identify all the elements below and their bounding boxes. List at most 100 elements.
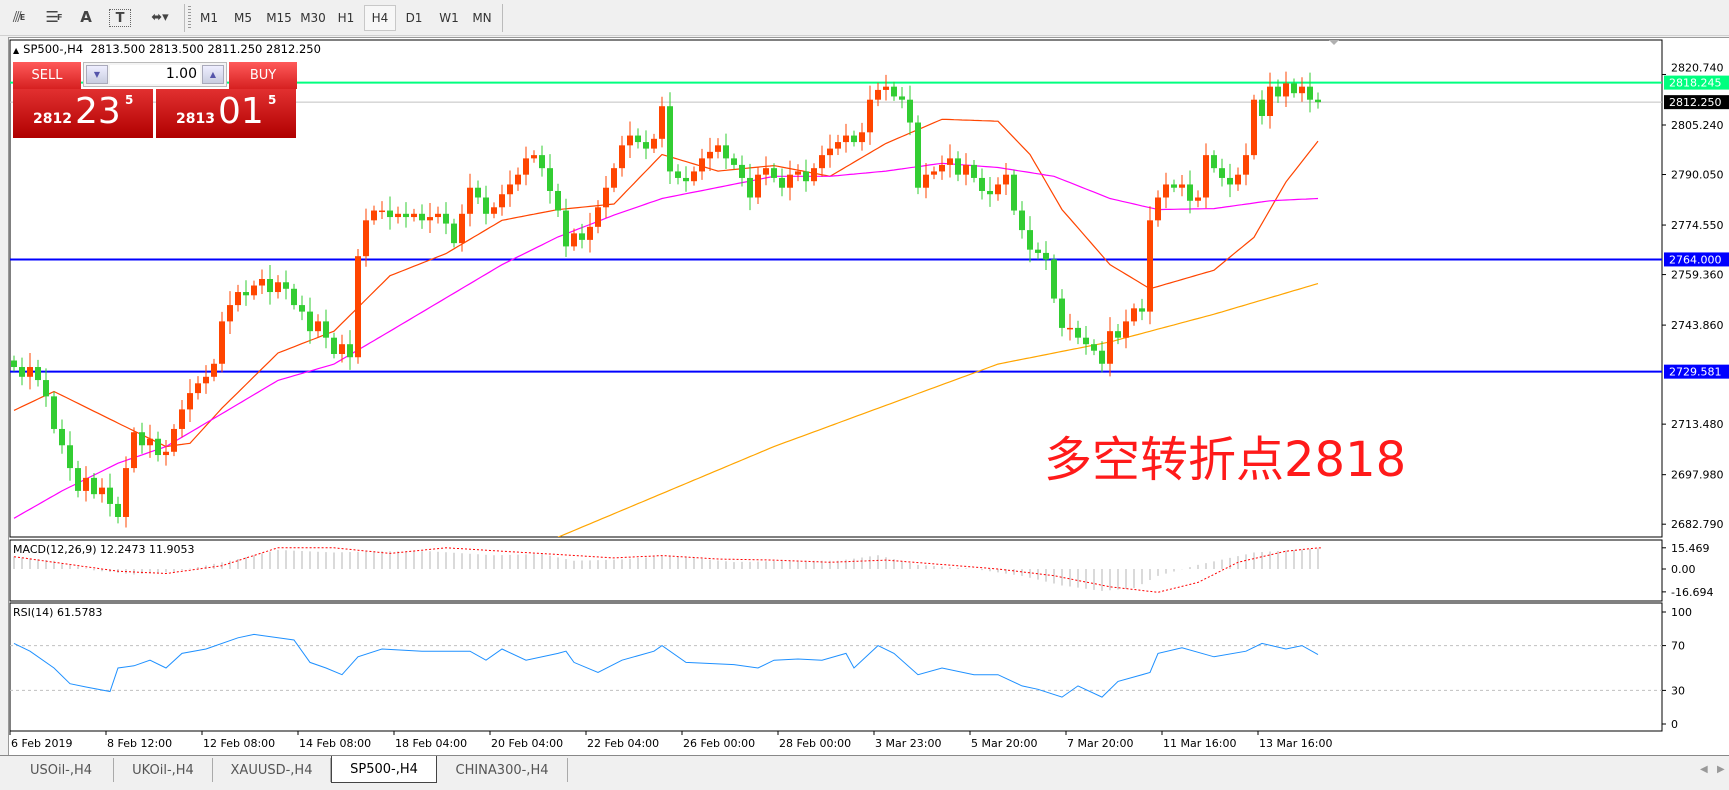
- period-h4-button[interactable]: H4: [364, 5, 396, 31]
- candle-body: [563, 210, 569, 247]
- candle-body: [1123, 321, 1129, 338]
- candle-body: [67, 445, 73, 469]
- price-level-badge: [1664, 75, 1729, 90]
- arrows-icon[interactable]: ⬌▾: [151, 9, 169, 25]
- candle-body: [395, 213, 401, 218]
- sell-button[interactable]: SELL: [13, 62, 81, 89]
- candle-body: [195, 383, 201, 394]
- lot-decrease-icon[interactable]: ▼: [86, 65, 108, 84]
- fibonacci-lines-icon[interactable]: ☰ F: [45, 8, 63, 26]
- period-m1-button[interactable]: M1: [200, 11, 218, 25]
- price-axis-label: 2743.860: [1671, 319, 1724, 332]
- candle-body: [499, 194, 505, 208]
- time-axis-label: 20 Feb 04:00: [491, 737, 563, 750]
- candle-body: [387, 210, 393, 218]
- candle-body: [171, 428, 177, 452]
- collapse-triangle-icon[interactable]: ▲: [13, 46, 20, 55]
- main-plot-area: [10, 71, 1662, 537]
- fibonacci-expansion-icon[interactable]: ⫻ E: [12, 8, 26, 26]
- candle-body: [1107, 331, 1113, 364]
- price-axis-label: 2697.980: [1671, 469, 1724, 482]
- text-icon[interactable]: A: [80, 8, 92, 26]
- candle-body: [907, 99, 913, 123]
- candle-body: [179, 409, 185, 429]
- candle-body: [259, 279, 265, 286]
- candle-body: [251, 285, 257, 296]
- macd-label: MACD(12,26,9) 12.2473 11.9053: [13, 543, 195, 556]
- chart-window[interactable]: [8, 37, 1729, 756]
- price-axis-label: 2682.790: [1671, 518, 1724, 531]
- period-m30-button[interactable]: M30: [300, 11, 326, 25]
- candle-body: [275, 282, 281, 293]
- candle-body: [1283, 83, 1289, 97]
- candle-body: [651, 138, 657, 149]
- moving-average-line: [557, 283, 1319, 537]
- candle-body: [923, 174, 929, 188]
- candle-body: [459, 213, 465, 244]
- candle-body: [235, 292, 241, 306]
- candle-body: [1027, 230, 1033, 250]
- candle-body: [443, 213, 449, 224]
- candle-body: [203, 376, 209, 384]
- buy-price-big: 2813: [176, 111, 215, 127]
- candle-body: [283, 282, 289, 289]
- candle-body: [579, 233, 585, 240]
- candle-body: [355, 256, 361, 358]
- tabs-scroll-left-icon[interactable]: ◀: [1700, 764, 1708, 775]
- tabs-scroll-right-icon[interactable]: ▶: [1717, 764, 1725, 775]
- candle-body: [75, 468, 81, 491]
- candle-body: [619, 145, 625, 169]
- rsi-pane-border: [9, 602, 1663, 732]
- period-w1-button[interactable]: W1: [439, 11, 459, 25]
- candle-body: [987, 190, 993, 195]
- buy-price-button[interactable]: 2813 01 5: [156, 89, 296, 138]
- tab-ukoil[interactable]: UKOil-,H4: [114, 758, 213, 782]
- candle-body: [611, 168, 617, 188]
- candle-body: [643, 142, 649, 149]
- period-m5-button[interactable]: M5: [234, 11, 252, 25]
- candle-body: [723, 145, 729, 159]
- lot-increase-icon[interactable]: ▲: [202, 65, 224, 84]
- tab-xauusd[interactable]: XAUUSD-,H4: [213, 758, 331, 782]
- one-click-trading-panel: SELL ▼ 1.00 ▲ BUY 2812 23 5 2813 01 5: [13, 62, 297, 138]
- time-axis-label: 28 Feb 00:00: [779, 737, 851, 750]
- rsi-axis-label: 30: [1671, 684, 1685, 697]
- buy-button[interactable]: BUY: [229, 62, 297, 89]
- tab-china300[interactable]: CHINA300-,H4: [437, 758, 568, 782]
- candle-body: [1243, 155, 1249, 175]
- sell-price-main: 23: [75, 91, 121, 132]
- moving-average-line: [13, 118, 1319, 448]
- period-m15-button[interactable]: M15: [266, 11, 292, 25]
- time-axis-label: 3 Mar 23:00: [875, 737, 941, 750]
- price-axis-label: 2774.550: [1671, 219, 1724, 232]
- lot-size-input[interactable]: 1.00: [110, 65, 200, 84]
- price-level-label: 2812.250: [1669, 96, 1722, 109]
- tab-usoil[interactable]: USOil-,H4: [9, 758, 114, 782]
- candle-body: [539, 155, 545, 169]
- macd-pane-border: [9, 539, 1663, 602]
- text-label-icon[interactable]: T: [109, 9, 131, 27]
- rsi-axis-label: 0: [1671, 718, 1678, 731]
- candle-body: [1267, 86, 1273, 117]
- candle-body: [1187, 184, 1193, 201]
- candle-body: [347, 344, 353, 358]
- candle-body: [555, 190, 561, 211]
- time-axis-label: 14 Feb 08:00: [299, 737, 371, 750]
- candle-body: [875, 89, 881, 100]
- candle-body: [147, 438, 153, 446]
- candle-body: [1067, 327, 1073, 330]
- period-h1-button[interactable]: H1: [337, 11, 355, 25]
- candle-body: [363, 220, 369, 257]
- candle-body: [731, 158, 737, 165]
- time-axis-label: 11 Mar 16:00: [1163, 737, 1236, 750]
- buy-price-sup: 5: [268, 93, 277, 107]
- sell-price-button[interactable]: 2812 23 5: [13, 89, 153, 138]
- period-d1-button[interactable]: D1: [405, 11, 423, 25]
- candle-body: [219, 321, 225, 364]
- candle-body: [139, 432, 145, 446]
- toolbar-grip[interactable]: [188, 6, 191, 30]
- candle-body: [131, 432, 137, 469]
- tab-sp500[interactable]: SP500-,H4: [331, 756, 437, 783]
- period-mn-button[interactable]: MN: [472, 11, 492, 25]
- candle-body: [1139, 308, 1145, 312]
